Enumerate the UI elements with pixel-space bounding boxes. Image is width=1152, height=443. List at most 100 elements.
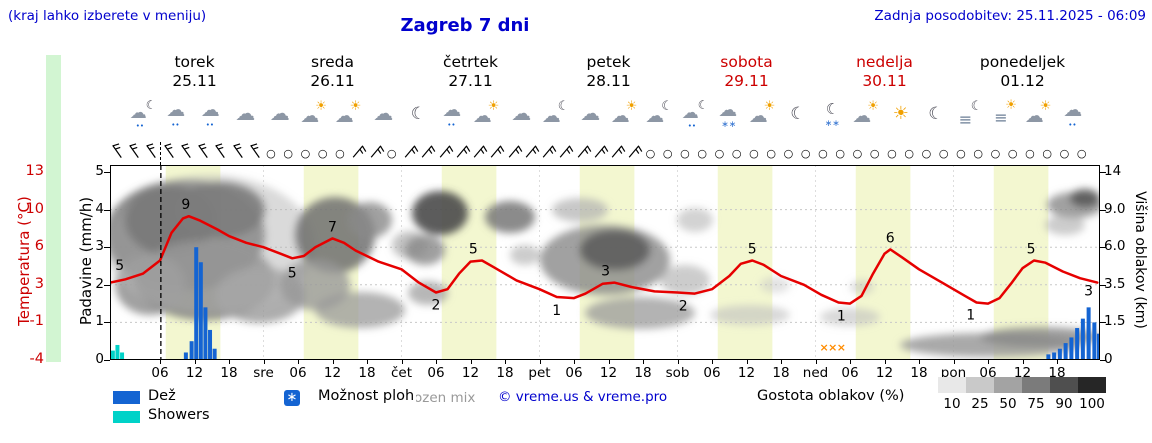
x-tick-label: čet bbox=[390, 365, 413, 381]
day-date: 27.11 bbox=[448, 72, 493, 90]
icon-layer: ☾ bbox=[697, 98, 709, 112]
x-tick-mark bbox=[470, 360, 472, 364]
moon-rain-icon: ☾ ☁ •• bbox=[678, 99, 712, 135]
temp-value-label: 3 bbox=[601, 264, 610, 280]
wind-barb-icon bbox=[417, 140, 439, 162]
density-box bbox=[1078, 377, 1106, 393]
rain-bar bbox=[1057, 348, 1062, 360]
x-tick-mark bbox=[1022, 360, 1024, 364]
wind-barb-icon bbox=[572, 140, 594, 162]
wind-barb-icon bbox=[227, 141, 248, 163]
icon-layer: ☀ bbox=[625, 99, 638, 114]
density-box bbox=[966, 377, 994, 393]
wind-barb-icon bbox=[106, 141, 127, 163]
x-tick-mark bbox=[781, 360, 782, 364]
x-tick-mark bbox=[608, 360, 610, 364]
rain-bar bbox=[1069, 337, 1074, 360]
moon-snow-icon: ☾ ∗∗ bbox=[816, 99, 850, 135]
x-tick-mark bbox=[505, 360, 506, 364]
x-tick-label: sob bbox=[665, 365, 690, 381]
icon-layer: ☾ bbox=[557, 99, 570, 114]
y-tick-mark-right bbox=[1100, 284, 1106, 286]
moon-icon: ☾ bbox=[402, 99, 436, 135]
calm-wind-icon: ○ bbox=[749, 147, 759, 160]
rain-bar bbox=[189, 341, 194, 360]
sun-cloud-icon: ☀ ☁ bbox=[471, 99, 505, 135]
shower-bar bbox=[120, 352, 125, 360]
x-tick-label: 18 bbox=[358, 365, 376, 381]
cloud-rain-icon: ☁ •• bbox=[160, 99, 194, 135]
cloud-blob bbox=[580, 230, 650, 270]
wind-barb-icon bbox=[158, 141, 179, 163]
calm-wind-icon: ○ bbox=[921, 147, 932, 160]
precip-tick-label: 4 bbox=[95, 200, 104, 217]
moon-cloud-icon: ☾ ☁ bbox=[643, 99, 677, 135]
x-tick-mark bbox=[677, 360, 679, 364]
rain-bar bbox=[203, 307, 208, 360]
density-tick-label: 50 bbox=[999, 396, 1017, 412]
wind-barb-icon bbox=[175, 141, 196, 163]
calm-wind-icon: ○ bbox=[680, 147, 690, 160]
icon-layer: ☁ bbox=[334, 105, 354, 127]
wind-barb-icon bbox=[589, 140, 611, 162]
x-tick-label: pet bbox=[528, 365, 551, 381]
temp-tick-label: 3 bbox=[34, 275, 44, 292]
density-tick-label: 75 bbox=[1027, 396, 1045, 412]
shower-bar bbox=[110, 350, 115, 360]
icon-layer: •• bbox=[171, 121, 180, 129]
temp-value-label: 7 bbox=[328, 219, 337, 235]
x-tick-label: 12 bbox=[461, 365, 480, 381]
x-tick-mark bbox=[194, 360, 196, 364]
icon-layer: •• bbox=[687, 122, 697, 130]
density-box bbox=[1050, 377, 1078, 393]
temp-value-label: 5 bbox=[469, 241, 478, 257]
wind-barb-icon bbox=[555, 140, 577, 162]
temperature-line bbox=[108, 214, 1099, 305]
frozen-mix-marker: × bbox=[828, 341, 837, 354]
cloud-blob bbox=[315, 292, 405, 328]
temp-value-label: 1 bbox=[552, 303, 561, 319]
y-tick-mark-left bbox=[104, 322, 110, 324]
calm-wind-icon: ○ bbox=[300, 147, 311, 160]
calm-wind-icon: ○ bbox=[731, 147, 742, 160]
temp-value-label: 3 bbox=[1084, 283, 1093, 299]
y-tick-mark-right bbox=[1100, 209, 1106, 211]
icon-layer: ☀ bbox=[892, 103, 909, 124]
cloud-blob bbox=[485, 201, 535, 233]
page-title: Zagreb 7 dni bbox=[400, 15, 530, 36]
fog-sun-icon: ☀ ≡ bbox=[988, 99, 1022, 135]
day-name-sreda: sreda bbox=[311, 53, 354, 71]
calm-wind-icon: ○ bbox=[973, 147, 983, 160]
icon-layer: ∗∗ bbox=[721, 120, 737, 130]
icon-layer: ☾ bbox=[661, 99, 673, 114]
temp-value-label: 1 bbox=[966, 307, 975, 323]
icon-layer: ∗∗ bbox=[824, 119, 840, 129]
day-name-sobota: sobota bbox=[720, 53, 773, 71]
x-tick-mark bbox=[298, 360, 299, 364]
density-tick-label: 25 bbox=[971, 396, 989, 412]
icon-layer: ☁ bbox=[681, 103, 699, 123]
temp-tick-label: 13 bbox=[25, 163, 44, 179]
cloud-tick-label: 6.0 bbox=[1104, 238, 1126, 255]
day-date: 28.11 bbox=[586, 72, 631, 90]
copyright-link[interactable]: © vreme.us & vreme.pro bbox=[498, 389, 668, 405]
x-tick-label: ned bbox=[802, 365, 829, 381]
icon-layer: ☀ bbox=[487, 99, 500, 114]
precip-tick-label: 3 bbox=[95, 238, 104, 255]
rain-bar bbox=[1096, 333, 1101, 360]
icon-layer: ☁ bbox=[1063, 99, 1083, 121]
x-tick-mark bbox=[401, 360, 403, 364]
y-tick-mark-left bbox=[104, 247, 110, 249]
cloud-icon: ☁ bbox=[574, 99, 608, 135]
cloud-blob bbox=[820, 308, 880, 326]
cloud-blob bbox=[585, 297, 695, 329]
rain-bar bbox=[198, 262, 203, 360]
icon-layer: ☁ bbox=[718, 99, 738, 121]
wind-barb-icon bbox=[348, 140, 370, 162]
y-tick-mark-left bbox=[104, 284, 110, 286]
x-tick-mark bbox=[160, 360, 161, 364]
icon-layer: ☾ bbox=[410, 104, 426, 124]
cloud-blob bbox=[412, 191, 468, 235]
x-tick-mark bbox=[539, 360, 541, 364]
